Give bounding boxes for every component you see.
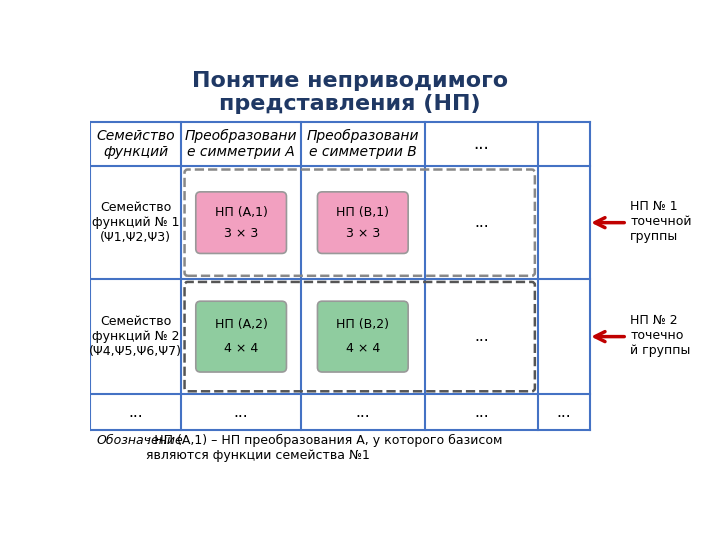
Text: 3 × 3: 3 × 3 xyxy=(224,227,258,240)
Text: ...: ... xyxy=(128,404,143,420)
Text: Преобразовани
е симметрии A: Преобразовани е симметрии A xyxy=(185,129,297,159)
Text: ...: ... xyxy=(474,135,490,153)
Text: НП (B,2): НП (B,2) xyxy=(336,318,390,331)
Text: НП (A,1): НП (A,1) xyxy=(215,206,268,219)
Text: ...: ... xyxy=(474,404,489,420)
Text: ...: ... xyxy=(474,215,489,230)
Text: Обозначение: Обозначение xyxy=(96,434,183,448)
Text: ...: ... xyxy=(356,404,370,420)
FancyBboxPatch shape xyxy=(318,192,408,253)
Text: 4 × 4: 4 × 4 xyxy=(346,342,380,355)
FancyBboxPatch shape xyxy=(196,192,287,253)
Text: : НП (A,1) – НП преобразования A, у которого базисом
являются функции семейства : : НП (A,1) – НП преобразования A, у кото… xyxy=(146,434,503,462)
Text: Семейство
функций № 2
(Ψ4,Ψ5,Ψ6,Ψ7): Семейство функций № 2 (Ψ4,Ψ5,Ψ6,Ψ7) xyxy=(89,315,182,358)
Text: 3 × 3: 3 × 3 xyxy=(346,227,380,240)
Text: НП № 1
точечной
группы: НП № 1 точечной группы xyxy=(630,200,692,242)
Text: ...: ... xyxy=(474,329,489,344)
Text: НП (B,1): НП (B,1) xyxy=(336,206,390,219)
Text: НП № 2
точечно
й группы: НП № 2 точечно й группы xyxy=(630,314,690,356)
FancyBboxPatch shape xyxy=(196,301,287,372)
Text: ...: ... xyxy=(234,404,248,420)
Text: НП (A,2): НП (A,2) xyxy=(215,318,268,331)
FancyBboxPatch shape xyxy=(318,301,408,372)
Text: 4 × 4: 4 × 4 xyxy=(224,342,258,355)
Text: Семейство
функций № 1
(Ψ1,Ψ2,Ψ3): Семейство функций № 1 (Ψ1,Ψ2,Ψ3) xyxy=(92,201,179,244)
Text: Семейство
функций: Семейство функций xyxy=(96,129,175,159)
Text: Понятие неприводимого
представления (НП): Понятие неприводимого представления (НП) xyxy=(192,71,508,114)
Text: ...: ... xyxy=(557,404,571,420)
Text: Преобразовани
е симметрии B: Преобразовани е симметрии B xyxy=(307,129,419,159)
